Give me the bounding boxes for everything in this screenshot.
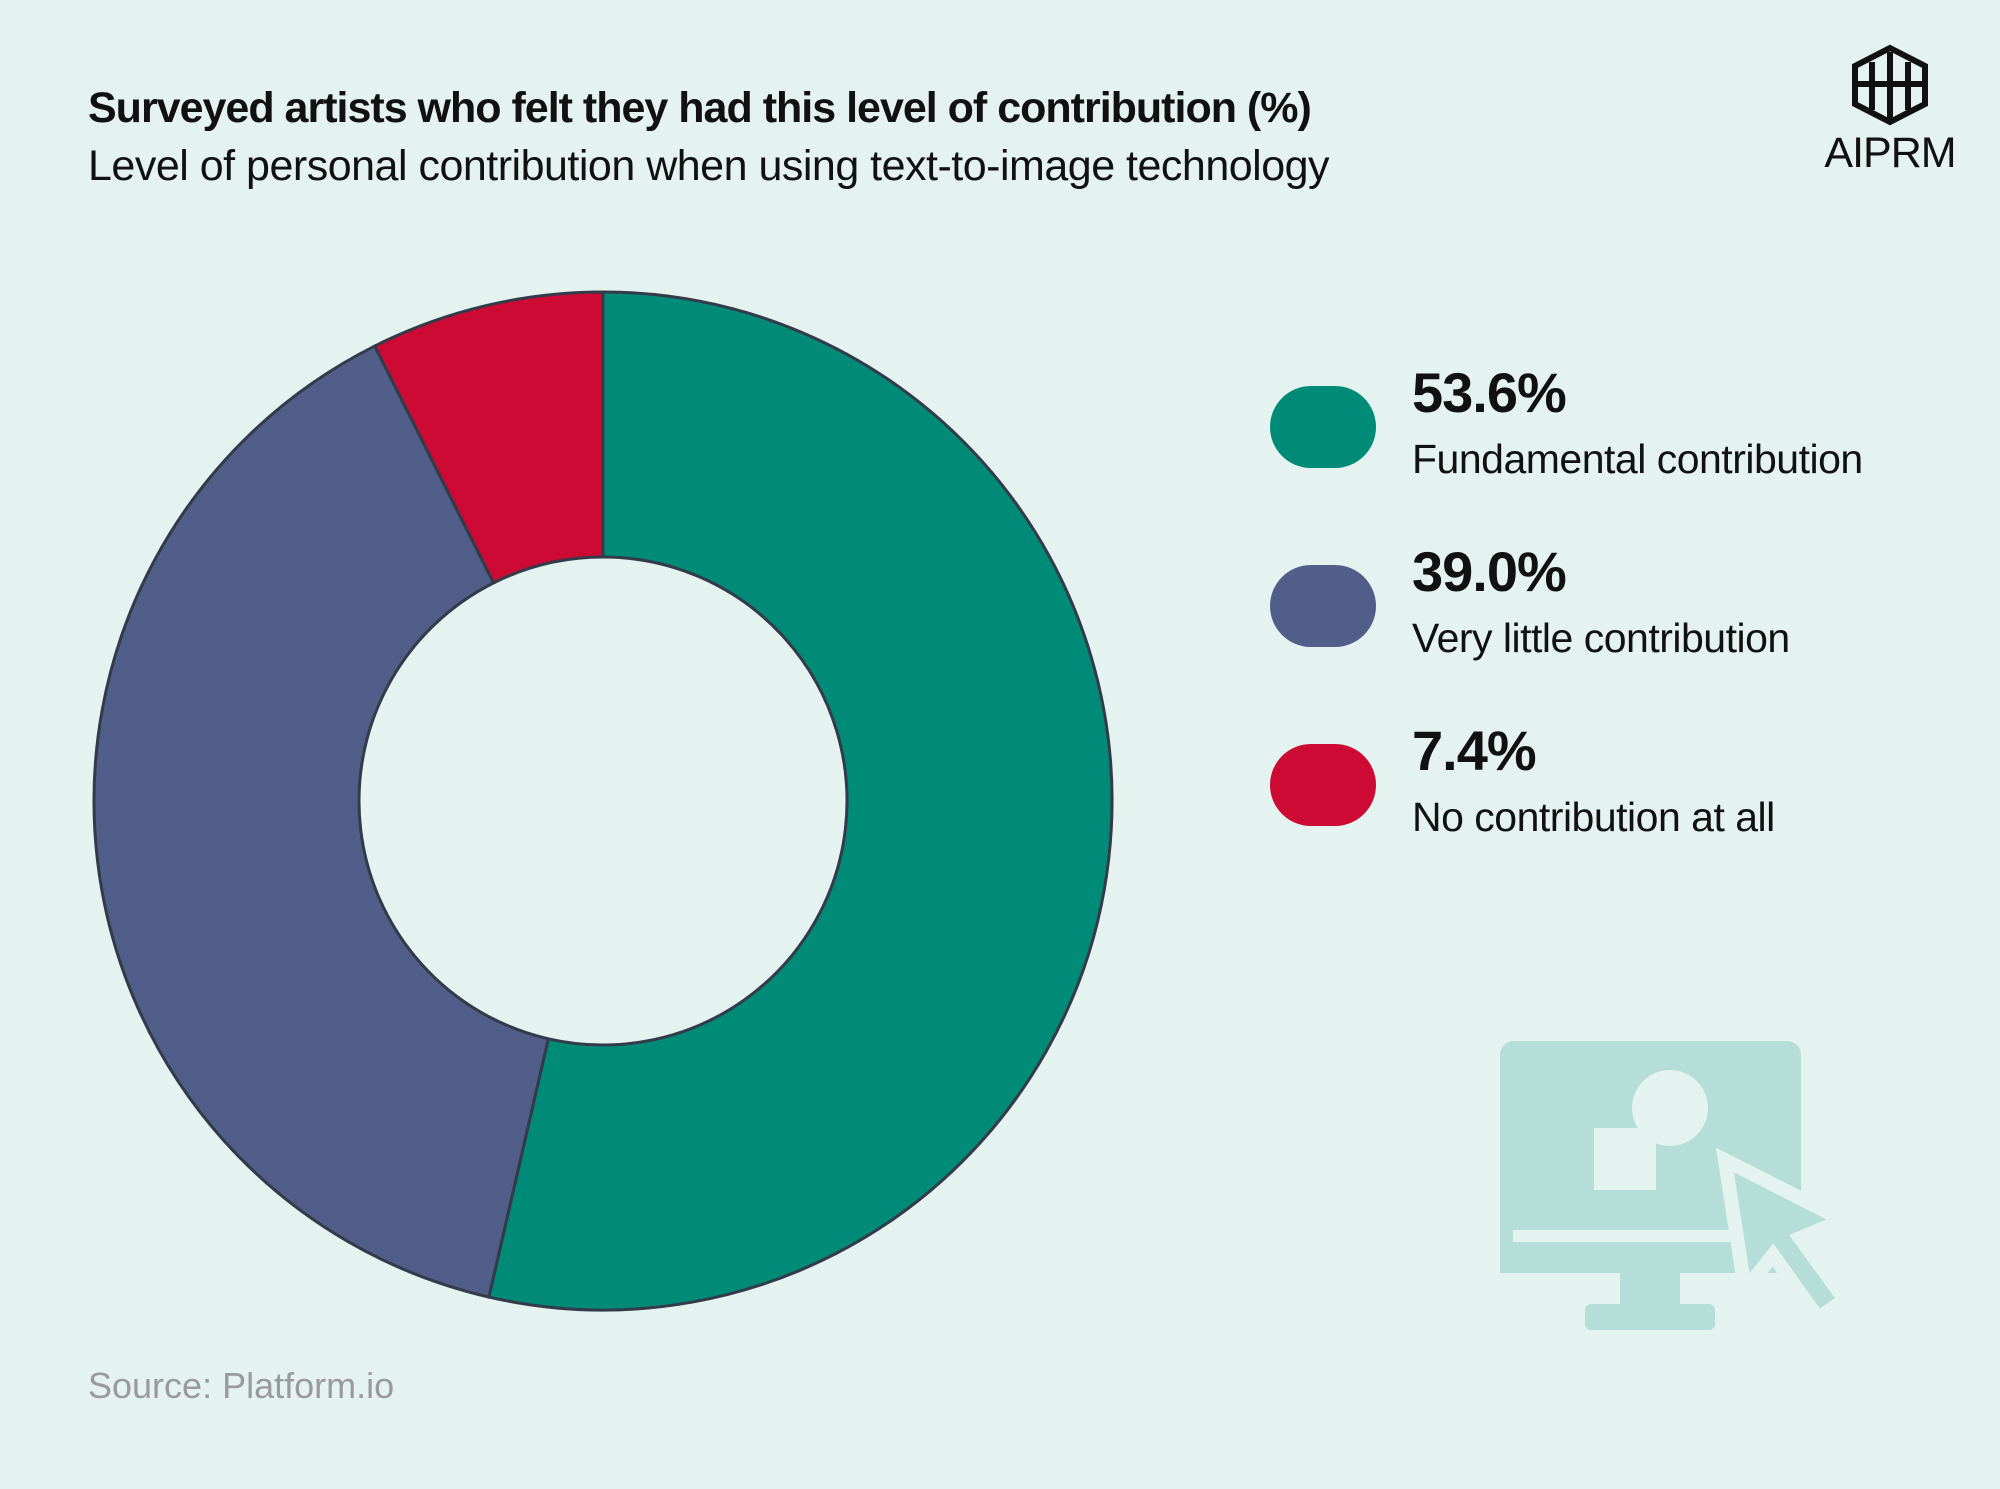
donut-slice	[92, 344, 551, 1299]
legend-value: 7.4%	[1412, 719, 1536, 782]
legend-swatch	[1270, 565, 1376, 647]
logo-text: AIPRM	[1824, 129, 1955, 177]
legend-label: Fundamental contribution	[1412, 436, 1863, 482]
legend-label: Very little contribution	[1412, 615, 1790, 661]
chart-title: Surveyed artists who felt they had this …	[88, 84, 1311, 132]
chart-subtitle: Level of personal contribution when usin…	[88, 142, 1330, 190]
computer-icon	[1500, 1041, 1860, 1330]
legend-value: 53.6%	[1412, 361, 1566, 424]
legend-label: No contribution at all	[1412, 794, 1775, 840]
source: Source: Platform.io	[88, 1365, 394, 1406]
logo-icon	[1852, 44, 1928, 126]
legend-swatch	[1270, 386, 1376, 468]
legend-swatch	[1270, 744, 1376, 826]
donut-slice	[372, 290, 605, 585]
donut-slice	[487, 290, 1114, 1312]
legend-value: 39.0%	[1412, 540, 1566, 603]
